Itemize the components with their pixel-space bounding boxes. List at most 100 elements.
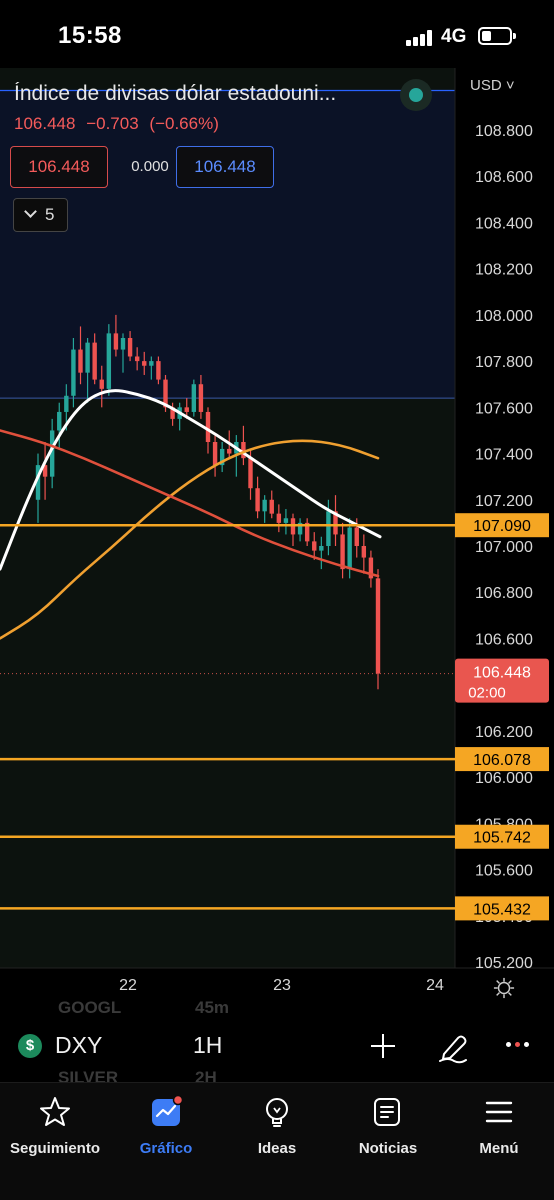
price-tick-label: 106.000 xyxy=(475,770,533,787)
candle-body xyxy=(71,349,76,396)
candle-body xyxy=(85,342,90,373)
price-change: −0.703 xyxy=(86,114,139,133)
tab-label: Menú xyxy=(479,1140,519,1157)
moving-average-line xyxy=(0,429,380,578)
price-chart[interactable]: 108.800 108.600 108.400 108.200 108.000 107.8… xyxy=(0,68,554,1000)
candle-body xyxy=(205,411,211,442)
candle-body xyxy=(191,384,197,412)
candle-body xyxy=(297,522,303,535)
candle-body xyxy=(57,411,62,431)
price-tick-label: 108.400 xyxy=(475,215,533,232)
candle-body xyxy=(368,557,374,579)
tab-label: Seguimiento xyxy=(9,1140,100,1157)
level-price-tag xyxy=(455,896,549,921)
time-tick-label: 22 xyxy=(119,977,137,994)
level-price-tag xyxy=(455,747,549,772)
moving-average-line xyxy=(0,389,382,571)
level-price-label: 105.742 xyxy=(473,830,531,847)
candle-body xyxy=(312,541,317,551)
price-tick-label: 107.600 xyxy=(475,400,533,417)
tab-label: Gráfico xyxy=(139,1140,193,1157)
price-tick-label: 108.200 xyxy=(475,262,533,279)
price-tick-label: 108.000 xyxy=(475,308,533,325)
candle-body xyxy=(227,448,232,454)
candle-body xyxy=(35,465,41,500)
candle-body xyxy=(269,499,274,514)
chevron-down-icon xyxy=(24,205,37,218)
tab-noticias[interactable]: Noticias xyxy=(333,1095,443,1157)
highlight-zone xyxy=(0,90,455,399)
symbol-selector[interactable]: DXY xyxy=(55,1032,103,1058)
candle-body xyxy=(120,338,126,350)
last-price-tag xyxy=(455,658,549,703)
bottom-tab-bar: Seguimiento Gráfico Ideas Noticias Menú xyxy=(0,1082,554,1200)
level-price-label: 107.090 xyxy=(473,518,531,535)
candle-body xyxy=(99,379,104,389)
interval-selector[interactable]: 1H xyxy=(193,1032,223,1058)
candle-body xyxy=(340,534,345,570)
add-symbol-icon[interactable] xyxy=(371,1034,395,1058)
candle-body xyxy=(304,522,310,542)
drawing-tools-icon[interactable] xyxy=(436,1030,470,1064)
candle-body xyxy=(319,546,324,551)
symbol-badge-icon: $ xyxy=(18,1034,42,1058)
price-tick-label: 107.400 xyxy=(475,447,533,464)
candle-body xyxy=(248,458,253,489)
tab-ideas[interactable]: Ideas xyxy=(222,1095,332,1157)
price-tick-label: 107.000 xyxy=(475,539,533,556)
candle-body xyxy=(276,513,282,523)
indicators-toggle-button[interactable]: 5 xyxy=(13,198,68,232)
currency-label: USD xyxy=(470,77,502,94)
candle-body xyxy=(375,578,381,674)
buy-button[interactable]: 106.448 xyxy=(176,146,274,188)
time-axis-background xyxy=(0,968,554,1000)
candle-body xyxy=(149,361,154,366)
candle-body xyxy=(92,342,97,380)
price-tick-label: 106.600 xyxy=(475,631,533,648)
price-tick-label: 108.600 xyxy=(475,169,533,186)
candle-body xyxy=(184,407,189,412)
more-options-icon[interactable] xyxy=(506,1042,534,1056)
price-tick-label: 105.200 xyxy=(475,955,533,972)
candle-body xyxy=(212,442,218,466)
status-bar: 15:58 4G xyxy=(0,0,554,70)
tab-label: Noticias xyxy=(358,1140,418,1157)
news-icon xyxy=(374,1098,400,1126)
price-tick-label: 107.800 xyxy=(475,354,533,371)
level-price-tag xyxy=(455,513,549,538)
chart-settings-icon[interactable] xyxy=(493,977,515,999)
candle-body xyxy=(262,499,267,512)
quote-row: 106.448 −0.703 (−0.66%) xyxy=(14,114,225,134)
chevron-down-icon: ˅ xyxy=(505,77,515,94)
level-price-tag xyxy=(455,824,549,849)
price-tick-label: 107.200 xyxy=(475,493,533,510)
chart-area[interactable]: 108.800 108.600 108.400 108.200 108.000 107.8… xyxy=(0,68,554,1000)
candle-body xyxy=(361,546,367,558)
last-price-label: 106.448 xyxy=(473,665,531,682)
level-price-label: 106.078 xyxy=(473,752,531,769)
tab-grafico[interactable]: Gráfico xyxy=(111,1094,221,1157)
candle-body xyxy=(64,395,69,412)
candle-body xyxy=(241,442,246,459)
symbol-toolbar: GOOGL 45m SILVER 2H $ DXY 1H xyxy=(0,1000,554,1088)
price-tick-label: 106.800 xyxy=(475,585,533,602)
symbol-title[interactable]: Índice de divisas dólar estadouni... xyxy=(14,82,337,105)
price-tick-label: 105.600 xyxy=(475,863,533,880)
market-status-icon[interactable] xyxy=(400,79,432,111)
hamburger-icon xyxy=(485,1101,513,1123)
price-tick-label: 108.800 xyxy=(475,123,533,140)
star-icon xyxy=(40,1097,70,1126)
status-time: 15:58 xyxy=(58,22,122,49)
sell-button[interactable]: 106.448 xyxy=(10,146,108,188)
indicators-count: 5 xyxy=(45,205,55,224)
lightbulb-icon xyxy=(266,1098,288,1127)
candle-body xyxy=(354,527,359,546)
signal-strength-icon xyxy=(406,30,434,46)
tab-menu[interactable]: Menú xyxy=(444,1095,554,1157)
battery-icon xyxy=(478,27,516,45)
candle-body xyxy=(42,465,48,477)
currency-selector[interactable]: USD ˅ xyxy=(470,77,515,94)
tab-seguimiento[interactable]: Seguimiento xyxy=(0,1095,110,1157)
candle-body xyxy=(326,511,331,546)
price-change-pct: (−0.66%) xyxy=(149,114,219,133)
